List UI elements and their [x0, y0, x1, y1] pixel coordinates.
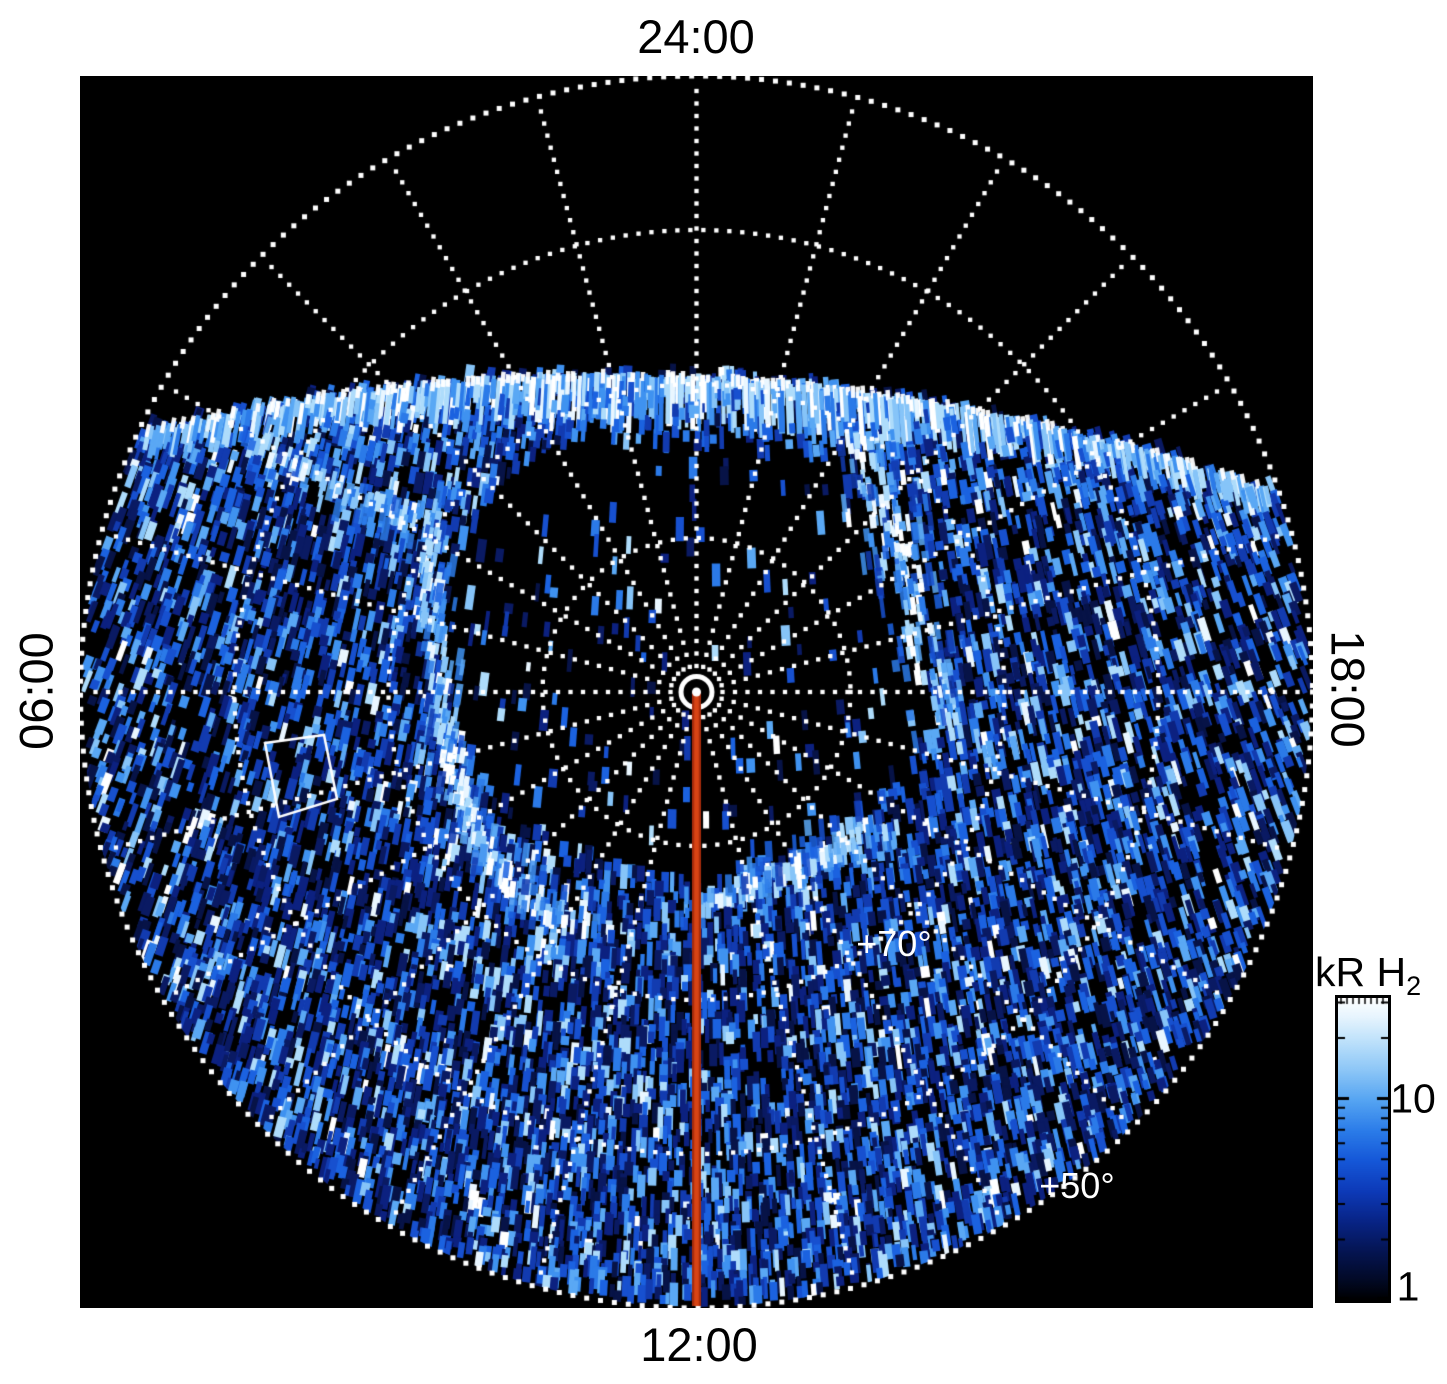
colorbar-tick-label-1: 1 [1396, 1263, 1420, 1310]
colorbar-title-subscript: 2 [1406, 971, 1422, 1002]
plot-area [80, 76, 1313, 1308]
latitude-label-70: +70° [856, 923, 932, 964]
time-label-0600: 06:00 [9, 632, 63, 750]
colorbar-title: kR H2 [1315, 949, 1421, 1002]
latitude-label-50: +50° [1039, 1165, 1115, 1206]
colorbar-title-main: kR H [1315, 949, 1407, 995]
colorbar-tick-label-10: 10 [1390, 1075, 1436, 1122]
time-label-2400: 24:00 [637, 10, 755, 63]
colorbar [1335, 995, 1391, 1303]
time-label-1800: 18:00 [1321, 630, 1375, 748]
polar-map-canvas [80, 76, 1313, 1308]
time-label-1200: 12:00 [640, 1318, 758, 1371]
